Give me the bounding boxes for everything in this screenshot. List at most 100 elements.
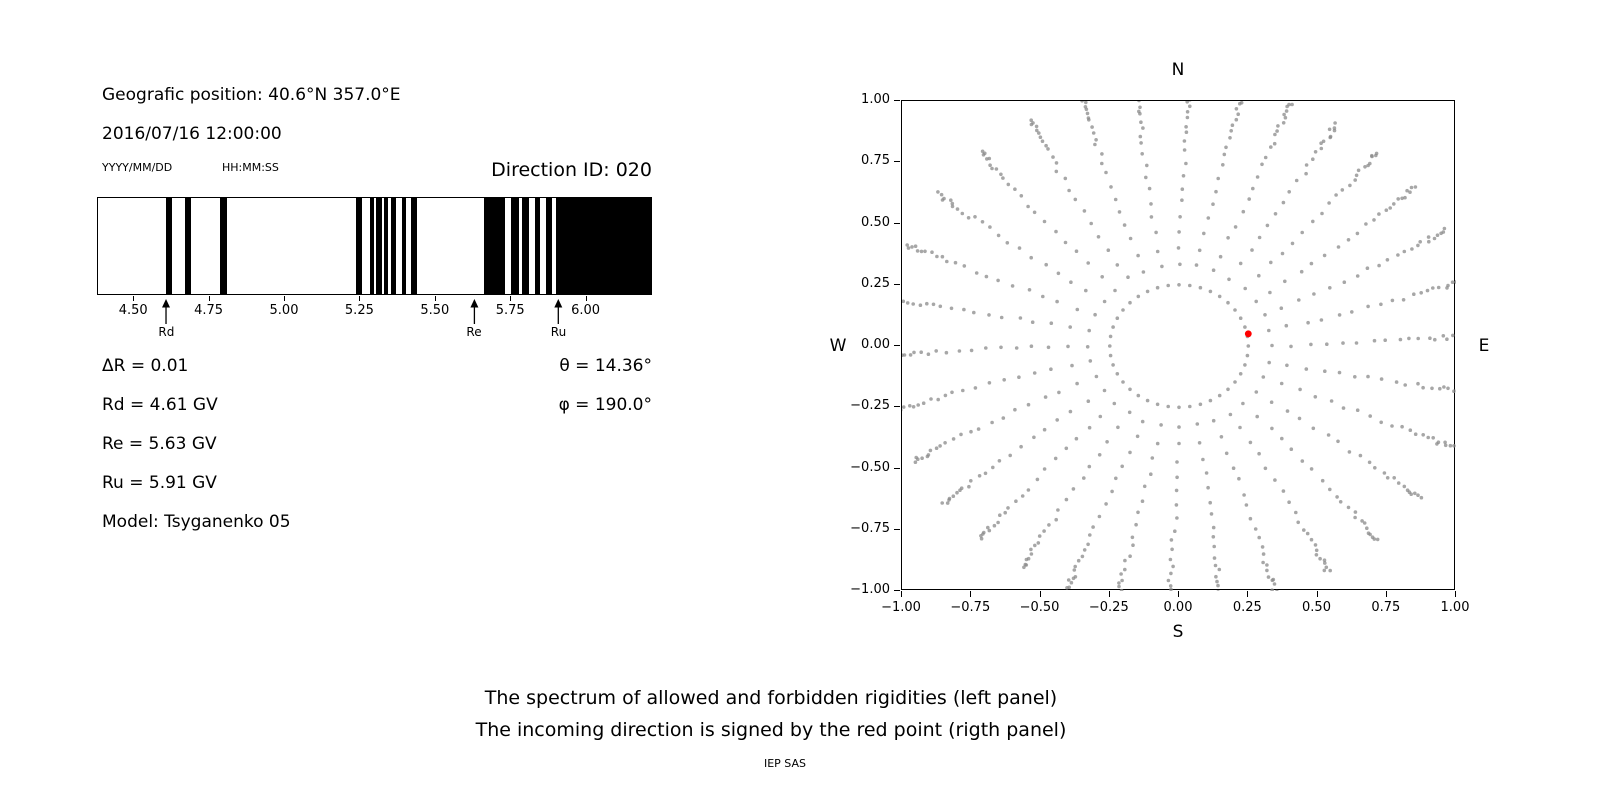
direction-dot xyxy=(988,163,992,167)
direction-dot xyxy=(1149,215,1154,219)
direction-dot xyxy=(987,313,991,317)
direction-dot xyxy=(1280,251,1285,256)
sky-y-tick-label: −0.25 xyxy=(850,398,890,414)
re-value: Re = 5.63 GV xyxy=(102,434,217,454)
direction-dot xyxy=(1304,367,1309,371)
direction-dot xyxy=(1309,467,1314,471)
direction-dot xyxy=(1188,404,1192,409)
datetime-label: 2016/07/16 12:00:00 xyxy=(102,124,282,144)
marker-re: Re xyxy=(466,299,482,339)
direction-dot xyxy=(1401,298,1406,302)
direction-dot xyxy=(1140,499,1145,504)
direction-dot xyxy=(1013,187,1017,191)
direction-dot xyxy=(1208,500,1212,505)
direction-dot xyxy=(1068,409,1073,414)
direction-dot xyxy=(1360,519,1364,523)
direction-dot xyxy=(1377,263,1381,268)
direction-dot xyxy=(972,310,976,315)
direction-dot xyxy=(1410,247,1414,251)
direction-dot xyxy=(1091,131,1096,135)
direction-dot xyxy=(1080,101,1084,103)
direction-dot xyxy=(1298,387,1302,392)
direction-dot xyxy=(1238,316,1243,320)
forbidden-band xyxy=(511,198,519,294)
direction-dot xyxy=(1145,398,1150,403)
direction-dot xyxy=(1403,383,1407,387)
sky-x-tick-label: 0.00 xyxy=(1163,600,1193,615)
compass-west-label: W xyxy=(829,336,847,356)
direction-dot xyxy=(1419,495,1424,500)
direction-dot xyxy=(945,501,950,505)
direction-dot xyxy=(1283,279,1287,284)
direction-dot xyxy=(1134,522,1138,527)
forbidden-band xyxy=(369,198,375,294)
direction-dot xyxy=(1057,390,1061,395)
direction-dot xyxy=(1154,230,1158,235)
direction-dot xyxy=(960,211,965,216)
direction-dot xyxy=(1002,378,1006,382)
direction-dot xyxy=(1353,375,1357,379)
direction-dot xyxy=(940,501,944,505)
direction-dot xyxy=(1328,487,1332,492)
direction-dot xyxy=(1068,325,1072,329)
spectrum-x-tick xyxy=(284,296,285,301)
direction-dot xyxy=(1017,246,1022,250)
direction-dot xyxy=(1218,254,1223,259)
forbidden-band xyxy=(484,198,506,294)
theta-value: θ = 14.36° xyxy=(559,356,652,376)
sky-x-tick-label: 0.25 xyxy=(1232,600,1262,615)
direction-dot xyxy=(1211,418,1216,423)
direction-dot xyxy=(943,441,947,445)
direction-dot xyxy=(1076,558,1081,563)
spectrum-x-tick-label: 5.25 xyxy=(344,303,374,318)
direction-dot xyxy=(1347,450,1352,454)
direction-dot xyxy=(1287,190,1291,194)
direction-dot xyxy=(1126,275,1130,279)
sky-y-tick xyxy=(894,161,900,163)
spectrum-x-tick xyxy=(133,296,135,301)
direction-dot xyxy=(990,420,994,425)
direction-dot xyxy=(1270,578,1275,583)
direction-dot xyxy=(1100,152,1104,156)
direction-dot xyxy=(1270,343,1274,348)
direction-dot xyxy=(1346,505,1351,510)
direction-dot xyxy=(1400,424,1404,429)
compass-east-label: E xyxy=(1478,336,1490,356)
direction-dot xyxy=(974,271,979,275)
direction-dot xyxy=(1253,527,1258,531)
date-format-label: YYYY/MM/DD xyxy=(102,161,173,174)
direction-dot xyxy=(1018,316,1023,320)
direction-dot xyxy=(1413,432,1418,437)
sky-y-tick xyxy=(894,406,900,408)
direction-dot xyxy=(1305,531,1310,536)
direction-dot xyxy=(1032,435,1036,440)
direction-dot xyxy=(1421,433,1425,437)
direction-dot xyxy=(1430,386,1434,391)
direction-dot xyxy=(1427,239,1431,244)
direction-dot xyxy=(1029,344,1034,348)
direction-dot xyxy=(1033,543,1037,548)
direction-dot xyxy=(914,455,918,460)
model-label: Model: Tsyganenko 05 xyxy=(102,512,291,532)
direction-dot xyxy=(1086,542,1090,547)
direction-dot xyxy=(1074,436,1079,441)
time-format-label: HH:MM:SS xyxy=(222,161,279,174)
direction-dot xyxy=(1185,115,1190,120)
direction-dot xyxy=(1111,363,1115,367)
direction-dot xyxy=(1311,219,1315,224)
direction-dot xyxy=(1217,294,1222,299)
direction-dot xyxy=(999,315,1004,320)
direction-dot xyxy=(1155,249,1160,254)
direction-dot xyxy=(1392,202,1396,206)
direction-dot xyxy=(1104,170,1108,175)
direction-dot xyxy=(1234,117,1239,122)
direction-dot xyxy=(1435,233,1440,237)
direction-dot xyxy=(1023,562,1028,567)
direction-dot xyxy=(1080,554,1085,559)
direction-dot xyxy=(1147,186,1152,191)
direction-dot xyxy=(1281,200,1286,205)
direction-dot xyxy=(1206,485,1210,490)
direction-dot xyxy=(1208,289,1213,294)
direction-dot xyxy=(1082,476,1086,480)
direction-dot xyxy=(996,233,1001,238)
